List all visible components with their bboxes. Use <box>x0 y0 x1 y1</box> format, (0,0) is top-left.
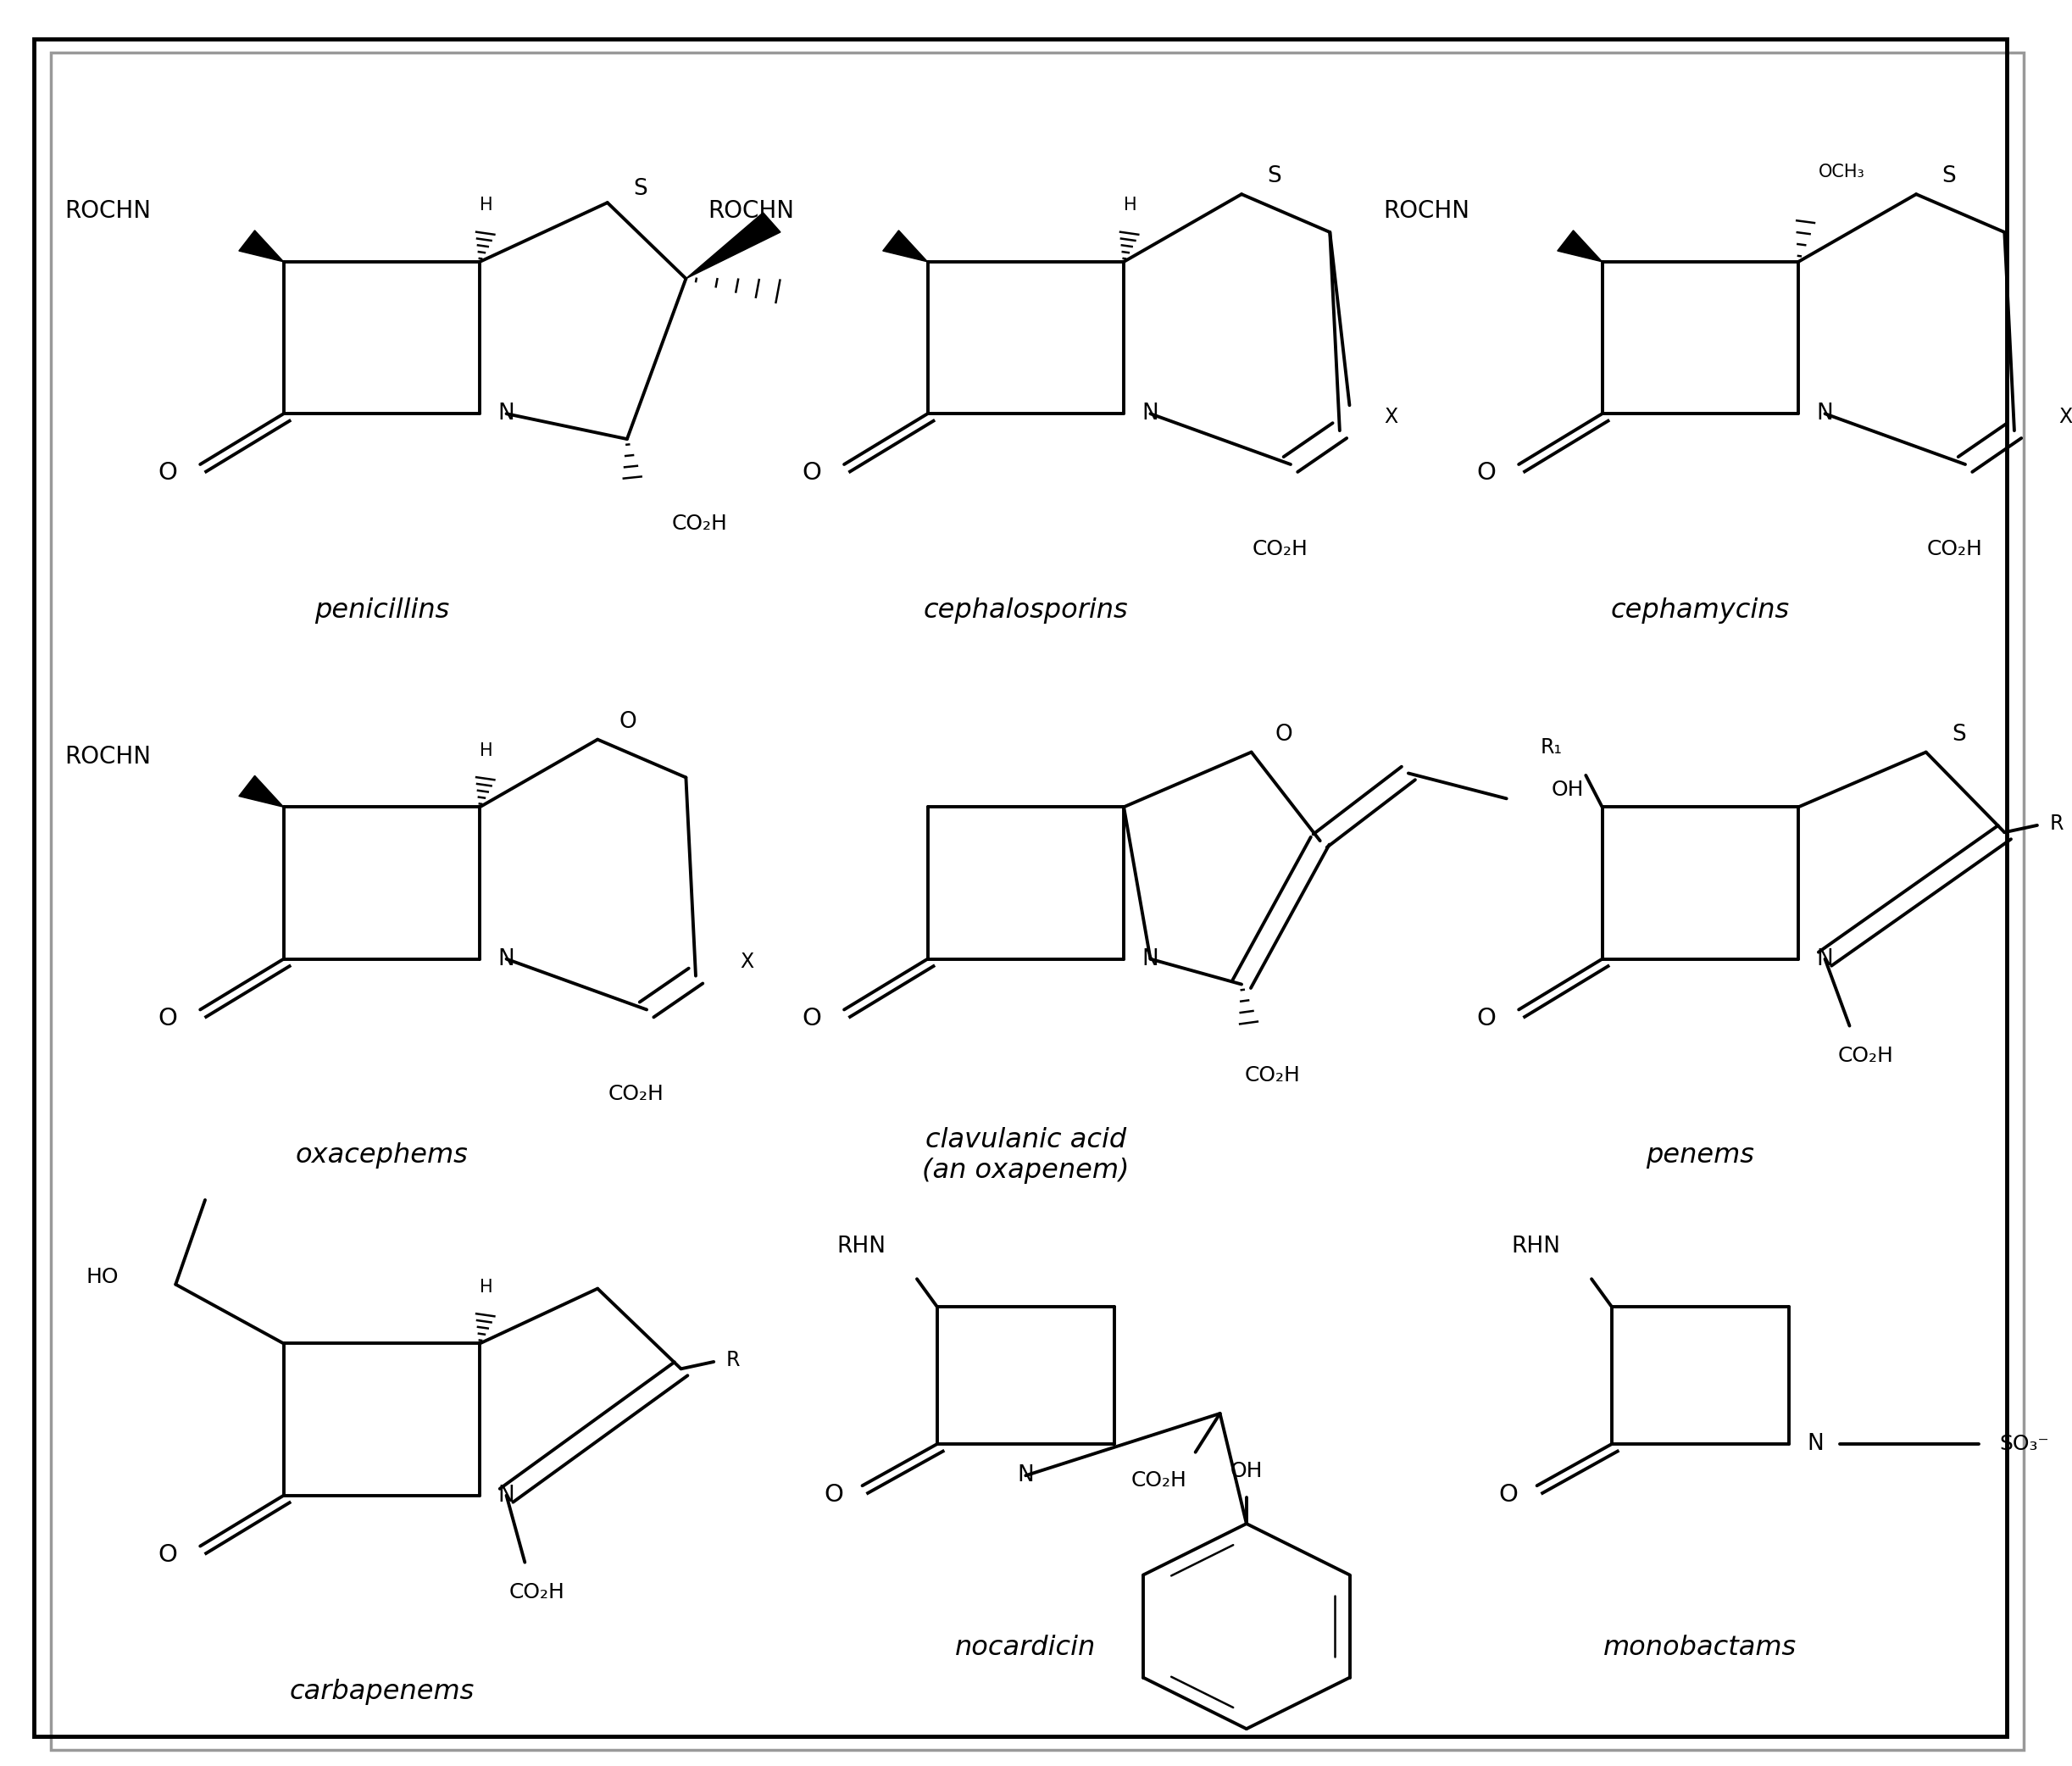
Text: H: H <box>1123 198 1138 214</box>
Text: R: R <box>2049 814 2064 834</box>
Polygon shape <box>883 230 928 261</box>
Text: CO₂H: CO₂H <box>1245 1065 1299 1086</box>
Text: monobactams: monobactams <box>1604 1635 1796 1662</box>
Text: cephalosporins: cephalosporins <box>924 597 1127 623</box>
Text: O: O <box>1477 461 1496 486</box>
Text: O: O <box>157 1007 178 1030</box>
Text: OH: OH <box>1552 779 1585 800</box>
Polygon shape <box>1558 230 1602 261</box>
Text: S: S <box>1952 724 1966 745</box>
Text: cephamycins: cephamycins <box>1610 597 1790 623</box>
Text: N: N <box>497 948 514 970</box>
Text: CO₂H: CO₂H <box>510 1582 566 1602</box>
Text: CO₂H: CO₂H <box>609 1084 665 1104</box>
Text: ROCHN: ROCHN <box>709 200 796 223</box>
Text: X: X <box>1384 406 1399 427</box>
Text: O: O <box>825 1483 843 1506</box>
Text: OCH₃: OCH₃ <box>1819 164 1865 180</box>
Text: ROCHN: ROCHN <box>64 200 151 223</box>
Text: X: X <box>740 952 754 971</box>
Text: CO₂H: CO₂H <box>1251 539 1307 560</box>
Text: N: N <box>1817 403 1834 426</box>
Text: ROCHN: ROCHN <box>1382 200 1469 223</box>
Text: oxacephems: oxacephems <box>296 1143 468 1169</box>
Text: penems: penems <box>1645 1143 1755 1169</box>
Text: S: S <box>1268 166 1280 187</box>
Text: O: O <box>1274 724 1293 745</box>
Text: RHN: RHN <box>1513 1236 1560 1257</box>
Text: CO₂H: CO₂H <box>1131 1469 1187 1491</box>
Text: O: O <box>157 461 178 486</box>
Text: CO₂H: CO₂H <box>671 514 727 533</box>
Text: penicillins: penicillins <box>315 597 450 623</box>
Text: N: N <box>1817 948 1834 970</box>
Text: S: S <box>1941 166 1956 187</box>
Text: HO: HO <box>85 1268 118 1287</box>
Text: R: R <box>725 1349 740 1370</box>
Text: X: X <box>2060 406 2072 427</box>
Text: N: N <box>1017 1464 1034 1487</box>
Text: N: N <box>497 403 514 426</box>
Text: H: H <box>479 742 493 759</box>
Text: H: H <box>479 1279 493 1296</box>
Text: O: O <box>802 461 821 486</box>
Polygon shape <box>238 230 284 261</box>
Text: H: H <box>479 198 493 214</box>
Text: OH: OH <box>1231 1460 1262 1482</box>
Text: N: N <box>1142 948 1158 970</box>
Text: O: O <box>620 712 636 733</box>
Text: S: S <box>634 178 646 200</box>
Text: SO₃⁻: SO₃⁻ <box>1999 1434 2049 1453</box>
Polygon shape <box>686 212 781 279</box>
Text: O: O <box>1498 1483 1519 1506</box>
Text: N: N <box>1807 1432 1823 1455</box>
Text: RHN: RHN <box>837 1236 887 1257</box>
Text: nocardicin: nocardicin <box>955 1635 1096 1662</box>
Text: CO₂H: CO₂H <box>1838 1045 1894 1067</box>
Polygon shape <box>238 775 284 807</box>
Text: CO₂H: CO₂H <box>1927 539 1983 560</box>
Text: R₁: R₁ <box>1539 738 1562 758</box>
Text: carbapenems: carbapenems <box>290 1679 474 1706</box>
Text: ROCHN: ROCHN <box>64 745 151 768</box>
Text: N: N <box>497 1485 514 1506</box>
Text: clavulanic acid
(an oxapenem): clavulanic acid (an oxapenem) <box>922 1127 1129 1183</box>
Text: N: N <box>1142 403 1158 426</box>
Text: O: O <box>157 1543 178 1566</box>
Text: O: O <box>1477 1007 1496 1030</box>
Text: O: O <box>802 1007 821 1030</box>
